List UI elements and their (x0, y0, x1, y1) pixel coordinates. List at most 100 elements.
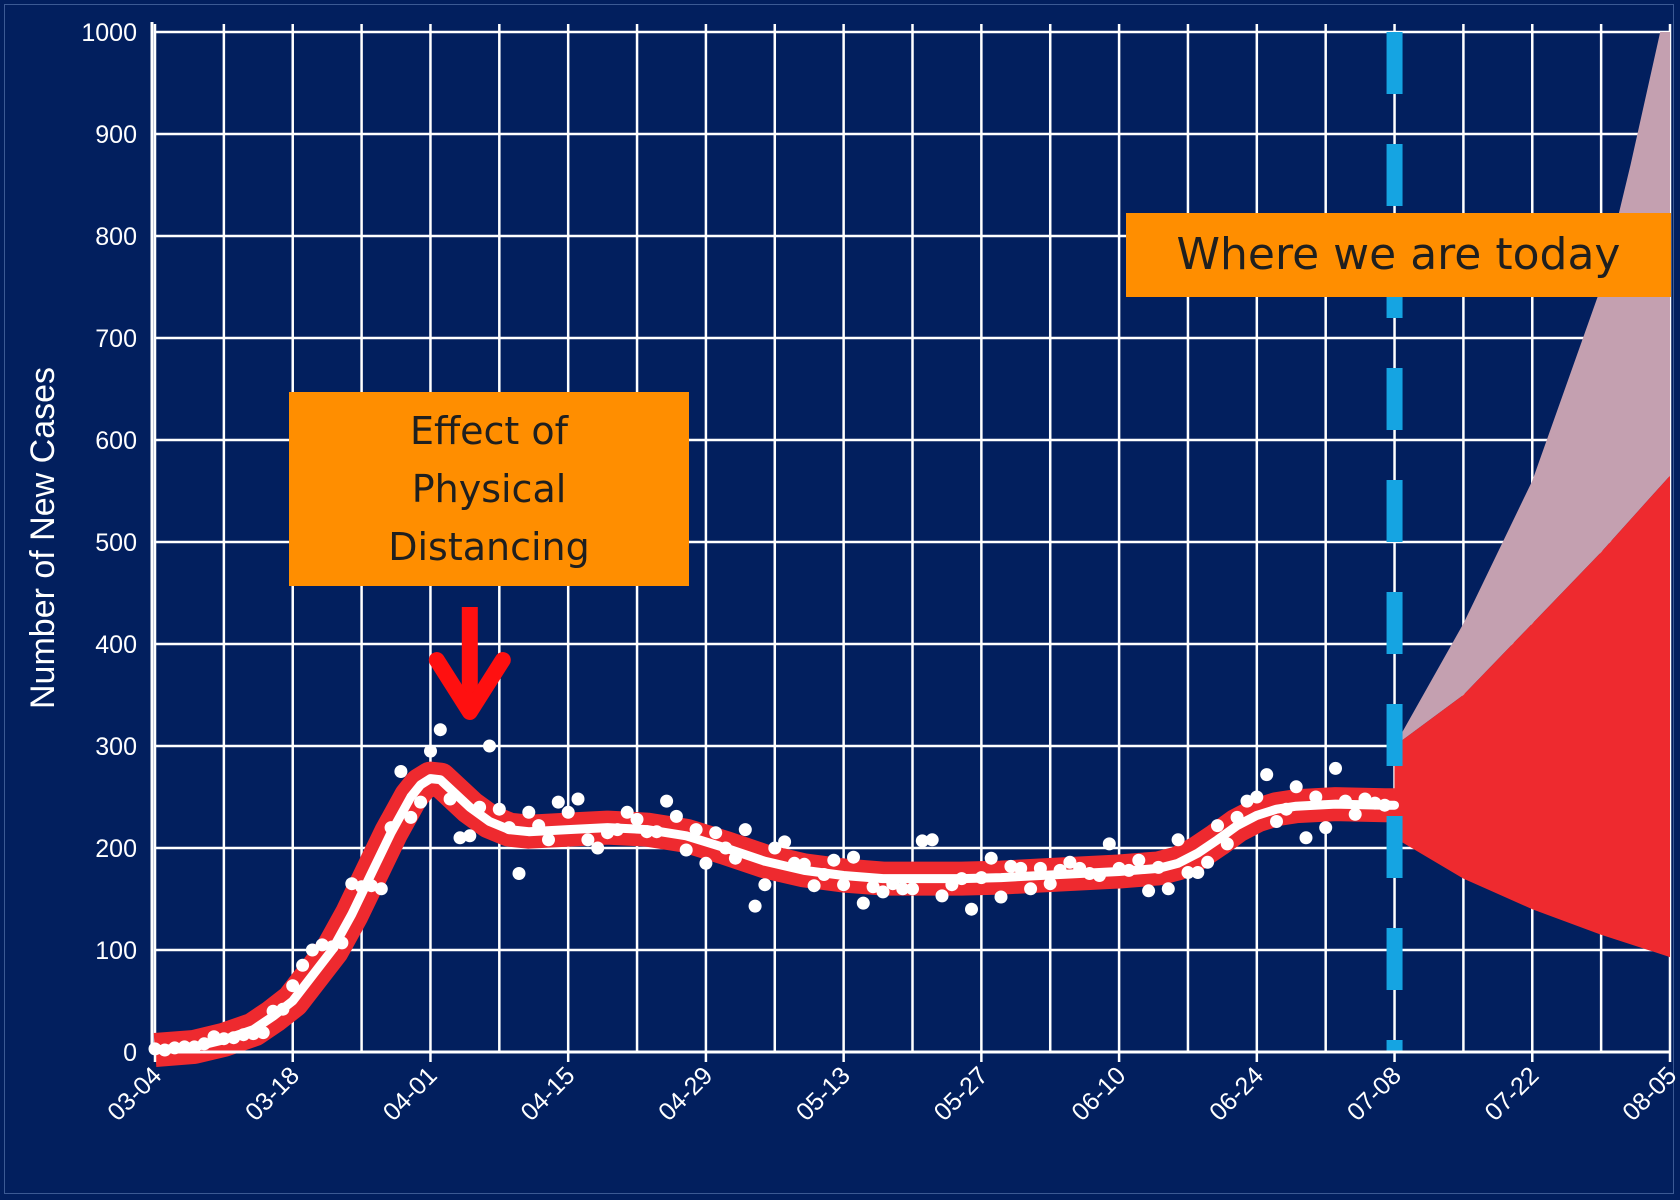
data-point (689, 823, 703, 837)
data-point (601, 826, 614, 840)
data-point (1053, 863, 1067, 877)
data-point (620, 805, 634, 819)
data-point (296, 958, 310, 972)
data-point (1181, 866, 1195, 879)
data-point (1250, 790, 1264, 804)
data-point (984, 851, 998, 865)
data-point (807, 879, 821, 893)
y-tick-label: 200 (95, 835, 137, 863)
data-point (758, 878, 772, 892)
data-point (974, 871, 988, 885)
data-point (610, 823, 624, 837)
data-point (345, 877, 359, 891)
data-point (374, 882, 388, 896)
data-point (1289, 780, 1303, 794)
data-point (1230, 810, 1244, 824)
data-point (1033, 861, 1047, 875)
data-point (630, 812, 644, 826)
data-point (965, 902, 978, 916)
data-point (1024, 882, 1038, 896)
data-point (1270, 815, 1283, 828)
y-tick-label: 1000 (81, 19, 137, 47)
arrow-down-icon (428, 652, 511, 720)
data-point (994, 890, 1008, 904)
x-tick-label: 08-05 (1617, 1061, 1680, 1126)
data-point (217, 1032, 231, 1046)
data-point (227, 1031, 241, 1045)
data-point (1073, 861, 1087, 875)
data-point (305, 943, 319, 957)
arrow-group (428, 607, 511, 720)
data-point (1004, 859, 1018, 873)
data-point (335, 936, 349, 950)
annotation-line-3: Distancing (388, 525, 590, 569)
data-point (1122, 863, 1136, 877)
annotation-line-2: Physical (411, 467, 567, 511)
x-tick-label: 07-08 (1342, 1061, 1407, 1126)
data-point (197, 1037, 211, 1051)
data-point (856, 896, 870, 910)
data-point (463, 829, 477, 843)
data-point (551, 795, 565, 809)
data-point (433, 723, 447, 737)
x-tick-label: 04-15 (515, 1061, 580, 1126)
data-point (797, 857, 811, 871)
data-point (355, 880, 369, 894)
data-point (325, 940, 339, 954)
data-point (1102, 837, 1116, 851)
data-point (1329, 761, 1342, 775)
data-point (483, 739, 496, 753)
data-point (187, 1040, 201, 1054)
data-point (699, 856, 713, 870)
data-point (1092, 869, 1106, 882)
projection-inner-band (1394, 475, 1670, 958)
data-point (787, 856, 801, 870)
data-point (1220, 837, 1234, 851)
data-point (512, 867, 526, 880)
data-point (1299, 831, 1313, 845)
data-point (246, 1027, 260, 1041)
data-point (768, 841, 782, 855)
data-point (719, 841, 733, 855)
y-tick-label: 500 (95, 529, 137, 557)
chart-frame (4, 4, 1674, 1194)
data-point (571, 792, 585, 806)
annotation-line-1: Effect of (409, 409, 569, 453)
y-tick-label: 700 (95, 325, 137, 353)
data-point (1378, 798, 1392, 812)
data-point (315, 938, 329, 952)
data-point (1319, 821, 1333, 835)
data-point (679, 843, 693, 857)
data-point (532, 819, 546, 833)
bands (1394, 32, 1670, 958)
x-tick-label: 06-24 (1204, 1061, 1269, 1126)
data-point (522, 805, 536, 819)
data-point (1279, 802, 1293, 816)
data-point (1142, 884, 1156, 898)
data-point (1014, 861, 1028, 875)
y-tick-label: 900 (95, 121, 137, 149)
x-tick-label: 04-01 (378, 1061, 443, 1126)
data-point (728, 851, 742, 865)
data-point (817, 868, 831, 881)
data-point (925, 833, 939, 847)
data-point (237, 1028, 250, 1042)
x-tick-label: 06-10 (1066, 1061, 1131, 1126)
data-point (266, 1004, 280, 1018)
data-point (1348, 807, 1362, 821)
data-point (906, 882, 919, 896)
data-point (827, 853, 841, 867)
data-point (748, 899, 762, 913)
annotation-where-we-are-today: Where we are today (1126, 213, 1671, 297)
points-group (148, 723, 1392, 1057)
data-point (669, 809, 683, 823)
data-point (443, 792, 457, 806)
data-point (955, 872, 969, 886)
data-point (778, 835, 792, 849)
data-point (935, 889, 949, 903)
data-point (502, 821, 516, 835)
data-point (414, 795, 428, 809)
data-point (915, 834, 929, 848)
data-point (1191, 866, 1205, 879)
data-point (1338, 794, 1352, 808)
